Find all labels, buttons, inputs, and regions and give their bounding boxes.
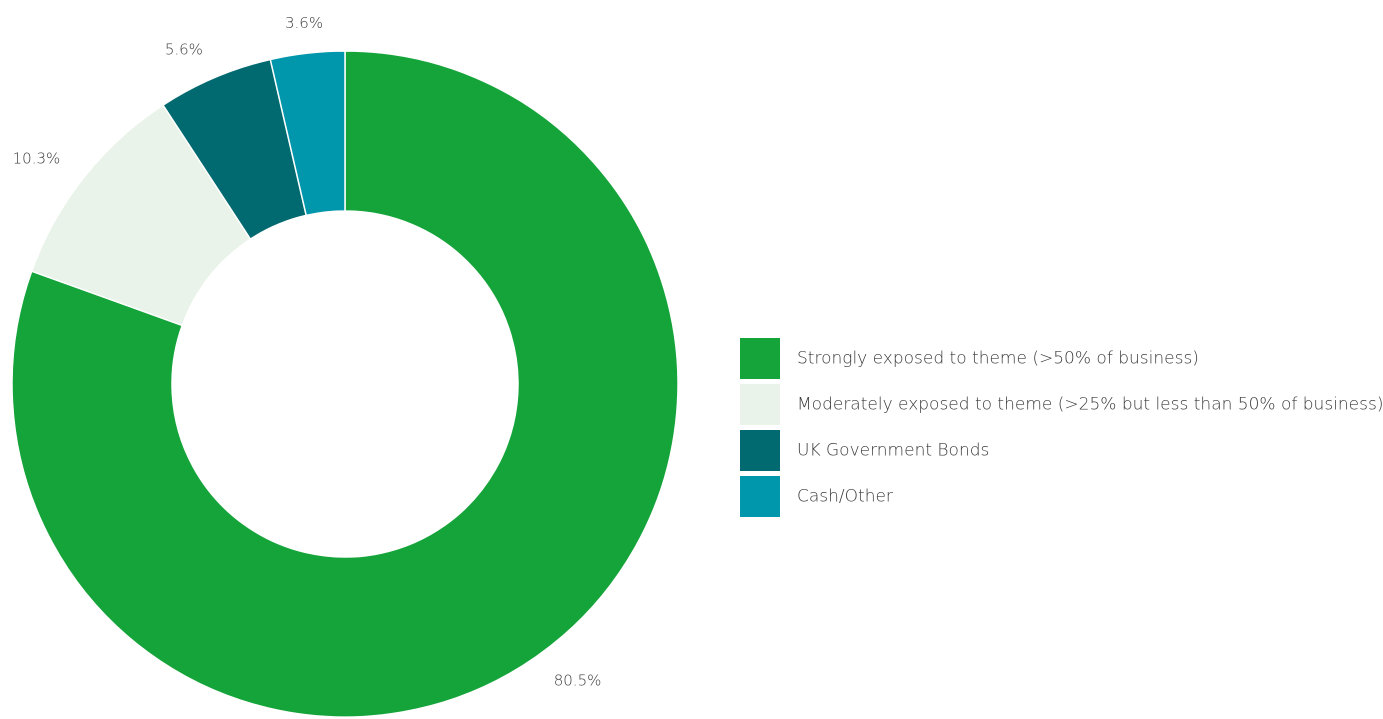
data-labels: 80.5% 10.3% 5.6% 3.6% <box>13 14 602 690</box>
data-label-cash-other: 3.6% <box>285 14 323 32</box>
legend-swatch-cash-other <box>740 476 780 517</box>
legend-swatch-moderately-exposed-to-theme-25-but-less-than-50-of-business <box>740 384 780 425</box>
data-label-moderately-exposed-to-theme-25-but-less-than-50-of-business: 10.3% <box>13 149 61 167</box>
legend-swatch-uk-government-bonds <box>740 430 780 471</box>
legend-label-strongly-exposed-to-theme-50-of-business: Strongly exposed to theme (>50% of busin… <box>797 349 1199 369</box>
slice-strongly-exposed-to-theme-50-of-business <box>11 50 679 718</box>
donut-slices <box>11 50 679 718</box>
legend: Strongly exposed to theme (>50% of busin… <box>740 338 1383 517</box>
legend-label-moderately-exposed-to-theme-25-but-less-than-50-of-business: Moderately exposed to theme (>25% but le… <box>797 395 1383 415</box>
slice-cash-other <box>269 50 346 217</box>
legend-label-cash-other: Cash/Other <box>797 487 893 507</box>
data-label-strongly-exposed-to-theme-50-of-business: 80.5% <box>554 671 602 689</box>
legend-label-uk-government-bonds: UK Government Bonds <box>797 441 989 461</box>
data-label-uk-government-bonds: 5.6% <box>165 40 203 58</box>
legend-swatch-strongly-exposed-to-theme-50-of-business <box>740 338 780 379</box>
